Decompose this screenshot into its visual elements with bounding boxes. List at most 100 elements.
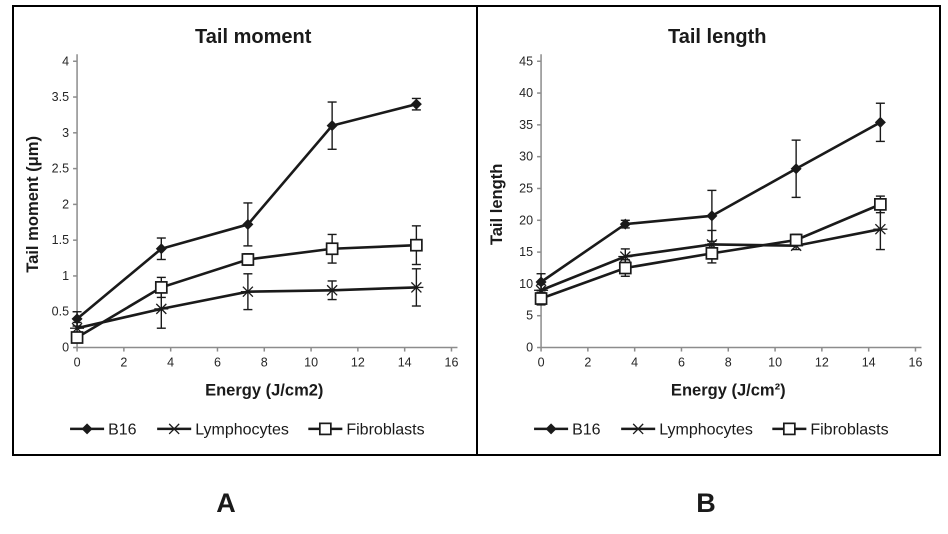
diamond-marker-icon <box>71 313 83 325</box>
square-marker-icon <box>705 246 718 260</box>
square-marker-icon <box>70 331 84 344</box>
legend-label: B16 <box>572 420 601 438</box>
axes <box>73 54 458 352</box>
star-marker-icon <box>154 303 169 315</box>
panel-label-a: A <box>216 488 236 518</box>
star-marker-icon <box>630 423 645 435</box>
star-marker-icon <box>409 281 424 293</box>
series-fibroblasts <box>70 225 423 344</box>
diamond-marker-icon <box>545 423 557 435</box>
diamond-marker-icon <box>326 120 338 132</box>
y-tick-label: 40 <box>519 86 533 100</box>
legend-label: Fibroblasts <box>346 420 424 438</box>
square-marker-icon <box>410 238 423 252</box>
x-tick-label: 16 <box>908 356 922 370</box>
y-tick-label: 0 <box>62 341 69 355</box>
y-tick-label: 20 <box>519 213 533 227</box>
star-marker-icon <box>325 284 340 296</box>
y-tick-label: 10 <box>519 277 533 291</box>
y-axis-label: Tail moment (μm) <box>23 136 42 273</box>
x-tick-label: 4 <box>167 356 174 370</box>
x-tick-label: 16 <box>445 356 459 370</box>
series-lymphocytes <box>70 268 424 335</box>
x-tick-label: 0 <box>74 356 81 370</box>
x-tick-label: 4 <box>631 356 638 370</box>
chart-a-svg: Tail moment 0 0.5 1 1.5 2 2.5 3 3.5 4 0 2 4 6 8 10 12 14 1… <box>23 26 459 438</box>
chart-a: Tail moment 0 0.5 1 1.5 2 2.5 3 3.5 4 0 2 4 6 8 10 12 14 1… <box>14 7 476 454</box>
x-tick-label: 10 <box>768 356 782 370</box>
x-axis-label: Energy (J/cm2) <box>205 381 323 400</box>
y-tick-label: 30 <box>519 150 533 164</box>
x-tick-label: 8 <box>724 356 731 370</box>
square-marker-icon <box>534 292 547 305</box>
series-line <box>76 102 417 320</box>
x-tick-label: 8 <box>261 356 268 370</box>
x-tick-label: 14 <box>398 356 412 370</box>
diamond-marker-icon <box>874 116 886 128</box>
diamond-marker-icon <box>81 423 93 435</box>
y-tick-label: 2.5 <box>52 162 69 176</box>
y-tick-label: 1 <box>62 269 69 283</box>
diamond-marker-icon <box>410 98 422 110</box>
square-marker-icon <box>789 233 802 247</box>
legend-item-b16: B16 <box>533 420 601 438</box>
x-axis-label: Energy (J/cm²) <box>670 381 785 400</box>
x-tick-label: 6 <box>677 356 684 370</box>
square-marker-icon <box>325 242 339 256</box>
axes <box>536 54 921 352</box>
square-marker-icon <box>782 422 796 436</box>
square-marker-icon <box>154 281 168 294</box>
x-tick-label: 0 <box>537 356 544 370</box>
y-tick-label: 5 <box>526 309 533 323</box>
x-tick-label: 2 <box>584 356 591 370</box>
y-tick-label: 25 <box>519 181 533 195</box>
y-tick-label: 0.5 <box>52 305 69 319</box>
legend-item-fibroblasts: Fibroblasts <box>771 420 888 438</box>
diamond-marker-icon <box>619 218 631 230</box>
chart-b: Tail length 0 5 10 15 20 25 30 35 40 45 0 2 4 6 8 10 12 14… <box>475 7 940 454</box>
y-tick-label: 1.5 <box>52 233 69 247</box>
x-tick-label: 6 <box>214 356 221 370</box>
legend-label: Lymphocytes <box>195 420 289 438</box>
diamond-marker-icon <box>155 243 167 255</box>
y-tick-label: 0 <box>526 341 533 355</box>
square-marker-icon <box>241 253 255 266</box>
star-marker-icon <box>872 223 887 235</box>
chart-title: Tail moment <box>195 26 312 48</box>
square-marker-icon <box>318 422 332 436</box>
legend-label: Lymphocytes <box>659 420 753 438</box>
x-tick-label: 12 <box>351 356 365 370</box>
y-tick-label: 4 <box>62 54 69 68</box>
chart-title: Tail length <box>667 26 766 48</box>
square-marker-icon <box>618 261 632 275</box>
star-marker-icon <box>167 423 182 435</box>
y-tick-label: 3 <box>62 126 69 140</box>
legend-item-lymphocytes: Lymphocytes <box>157 420 289 438</box>
charts-box: Tail moment 0 0.5 1 1.5 2 2.5 3 3.5 4 0 2 4 6 8 10 12 14 1… <box>12 5 941 456</box>
y-tick-label: 35 <box>519 118 533 132</box>
y-tick-label: 2 <box>62 197 69 211</box>
y-tick-label: 45 <box>519 54 533 68</box>
legend-item-fibroblasts: Fibroblasts <box>308 420 425 438</box>
y-axis-label: Tail length <box>487 164 506 246</box>
x-tick-label: 12 <box>814 356 828 370</box>
legend: B16 Lymphocytes Fibroblasts <box>70 420 425 438</box>
x-tick-label: 10 <box>304 356 318 370</box>
legend-item-lymphocytes: Lymphocytes <box>620 420 753 438</box>
series-fibroblasts <box>534 195 887 306</box>
y-tick-label: 15 <box>519 245 533 259</box>
legend-label: B16 <box>108 420 137 438</box>
x-tick-label: 14 <box>861 356 875 370</box>
legend-item-b16: B16 <box>70 420 137 438</box>
square-marker-icon <box>873 198 887 211</box>
legend: B16 Lymphocytes Fibroblasts <box>533 420 888 438</box>
x-tick-label: 2 <box>120 356 127 370</box>
panel-label-b: B <box>696 488 716 518</box>
star-marker-icon <box>240 286 255 298</box>
chart-b-svg: Tail length 0 5 10 15 20 25 30 35 40 45 0 2 4 6 8 10 12 14… <box>487 26 922 438</box>
tick-labels: 0 5 10 15 20 25 30 35 40 45 0 2 4 6 8 10 12 14 16 <box>519 54 922 369</box>
diamond-marker-icon <box>790 163 802 175</box>
diamond-marker-icon <box>705 210 717 222</box>
legend-label: Fibroblasts <box>810 420 888 438</box>
